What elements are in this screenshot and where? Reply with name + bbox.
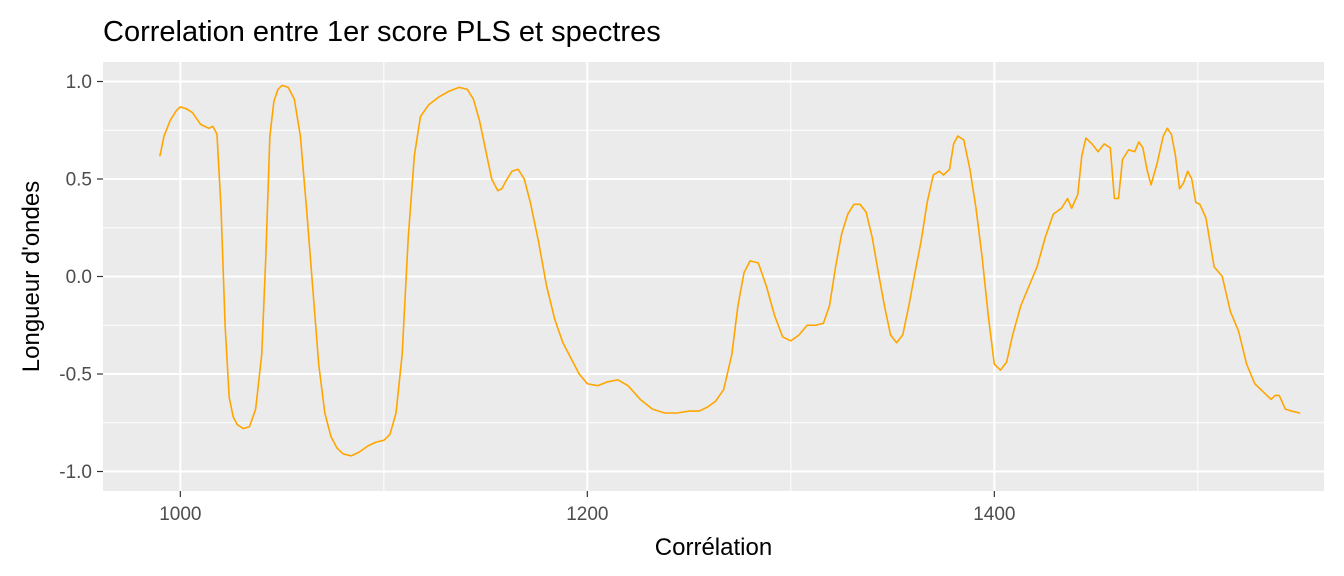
- y-axis-tick-labels: -1.0 -0.5 0.0 0.5 1.0: [59, 72, 92, 483]
- y-tick-label: -1.0: [59, 462, 92, 483]
- series-line: [159, 84, 1301, 457]
- y-tick-label: 0.0: [66, 267, 92, 288]
- axis-ticks: [97, 80, 995, 497]
- y-axis-title: Longueur d'ondes: [18, 181, 45, 372]
- x-tick-label: 1200: [566, 504, 608, 525]
- x-tick-label: 1400: [973, 504, 1015, 525]
- x-tick-label: 1000: [159, 504, 201, 525]
- y-tick-label: 0.5: [66, 170, 92, 191]
- chart-title: Correlation entre 1er score PLS et spect…: [103, 16, 661, 48]
- y-tick-label: 1.0: [66, 72, 92, 93]
- y-tick-label: -0.5: [59, 365, 92, 386]
- x-axis-tick-labels: 1000 1200 1400: [159, 504, 1015, 525]
- major-gridlines: [103, 62, 1324, 491]
- x-axis-title: Corrélation: [655, 534, 772, 561]
